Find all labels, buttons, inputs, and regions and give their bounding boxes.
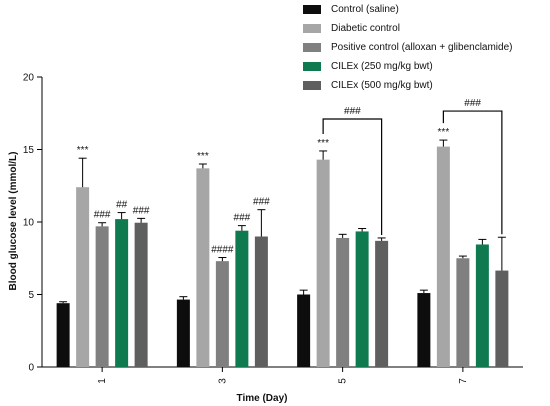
significance-label: *** xyxy=(438,127,450,138)
significance-label: *** xyxy=(317,138,329,149)
significance-label: ### xyxy=(133,205,150,216)
bar xyxy=(436,146,450,367)
comparison-bracket xyxy=(322,118,383,235)
x-axis-label: Time (Day) xyxy=(237,393,288,404)
bar xyxy=(115,219,129,367)
legend-item: Control (saline) xyxy=(303,3,512,16)
y-tick-label: 20 xyxy=(23,73,35,84)
y-tick-label: 15 xyxy=(23,145,35,156)
legend: Control (saline) Diabetic control Positive… xyxy=(303,3,512,98)
comparison-bracket xyxy=(442,110,503,235)
bar xyxy=(316,159,330,367)
y-axis-label: Blood glucose level (mmol/L) xyxy=(8,152,19,291)
y-tick-label: 5 xyxy=(28,290,34,301)
bar xyxy=(297,294,311,367)
legend-label: CILEx (250 mg/kg bwt) xyxy=(331,61,433,72)
legend-swatch xyxy=(303,81,321,90)
legend-swatch xyxy=(303,5,321,14)
significance-label: #### xyxy=(211,245,234,256)
bar xyxy=(254,236,268,367)
legend-swatch xyxy=(303,24,321,33)
bar xyxy=(456,258,470,367)
x-tick-label: 5 xyxy=(338,378,349,384)
x-tick-label: 1 xyxy=(97,378,108,384)
legend-label: Positive control (alloxan + glibenclamid… xyxy=(331,42,513,53)
significance-label: *** xyxy=(77,145,89,156)
x-tick-label: 7 xyxy=(458,378,469,384)
significance-label: ### xyxy=(253,197,270,208)
bar xyxy=(176,299,190,367)
x-axis: 1 3 5 7 xyxy=(42,366,523,384)
legend-item: Diabetic control xyxy=(303,22,512,35)
bar xyxy=(95,226,109,367)
bar xyxy=(76,187,90,367)
significance-label: ## xyxy=(116,200,128,211)
bracket-label: ### xyxy=(344,106,361,117)
bar xyxy=(336,237,350,367)
legend-swatch xyxy=(303,62,321,71)
legend-swatch xyxy=(303,43,321,52)
significance-label: ### xyxy=(94,210,111,221)
legend-item: Positive control (alloxan + glibenclamid… xyxy=(303,41,512,54)
y-tick-label: 0 xyxy=(28,363,34,374)
bar xyxy=(134,222,148,367)
legend-label: Control (saline) xyxy=(331,4,399,15)
bar xyxy=(196,168,210,367)
legend-item: CILEx (250 mg/kg bwt) xyxy=(303,60,512,73)
bar xyxy=(56,303,70,367)
bar xyxy=(235,230,249,367)
legend-label: CILEx (500 mg/kg bwt) xyxy=(331,80,433,91)
bar xyxy=(355,231,369,367)
bar xyxy=(215,261,229,367)
annotations: ************######################## xyxy=(77,98,503,256)
legend-item: CILEx (500 mg/kg bwt) xyxy=(303,79,512,92)
bar xyxy=(375,240,389,367)
bracket-label: ### xyxy=(464,98,481,109)
significance-label: *** xyxy=(197,151,209,162)
bar xyxy=(495,270,509,367)
y-axis: 0 5 10 15 20 xyxy=(23,73,43,374)
y-tick-label: 10 xyxy=(23,218,35,229)
bars xyxy=(56,139,509,367)
significance-label: ### xyxy=(234,213,251,224)
bar xyxy=(475,244,489,367)
bar xyxy=(417,293,431,367)
x-tick-label: 3 xyxy=(217,378,228,384)
legend-label: Diabetic control xyxy=(331,23,400,34)
